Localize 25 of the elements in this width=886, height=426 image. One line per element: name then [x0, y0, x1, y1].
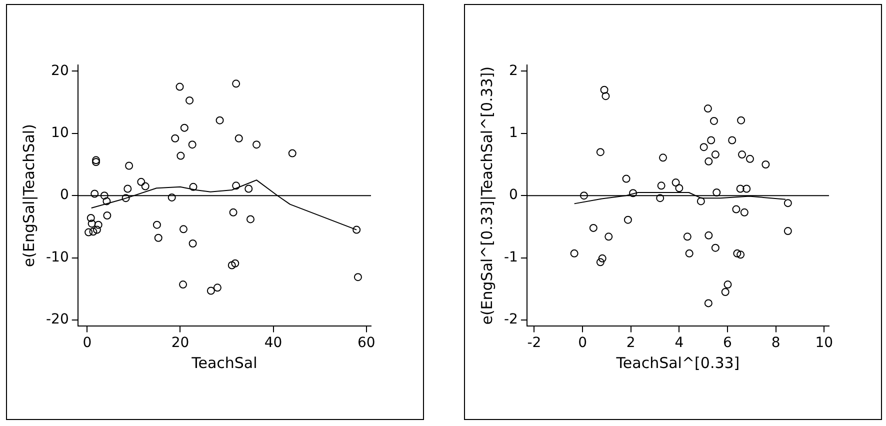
x-tick-label: 40 — [264, 335, 282, 352]
x-tick-label: 2 — [626, 335, 636, 352]
y-tick-label: -10 — [46, 249, 69, 266]
y-tick-label: -20 — [46, 312, 69, 328]
x-tick-label: 0 — [82, 335, 92, 352]
y-tick-label: 20 — [51, 62, 69, 79]
x-tick-label: 10 — [815, 335, 834, 352]
x-axis-title: TeachSal^[0.33] — [615, 354, 740, 372]
x-tick-label: 60 — [357, 335, 376, 352]
x-tick-label: 8 — [771, 335, 780, 352]
y-tick-label: -1 — [504, 249, 518, 266]
y-tick-label: 0 — [509, 187, 518, 204]
x-tick-label: 4 — [674, 335, 684, 352]
y-tick-label: 10 — [51, 125, 69, 142]
y-tick-label: 0 — [60, 187, 69, 204]
y-axis-title: e(EngSal^[0.33]|TeachSal^[0.33]) — [478, 66, 496, 325]
x-tick-label: 6 — [723, 335, 732, 352]
x-tick-label: -2 — [527, 335, 542, 352]
x-tick-label: 0 — [578, 335, 587, 352]
x-axis-title: TeachSal — [190, 354, 258, 372]
y-tick-label: -2 — [504, 312, 518, 328]
y-tick-label: 1 — [509, 125, 518, 142]
x-tick-label: 20 — [171, 335, 190, 352]
y-tick-label: 2 — [509, 62, 518, 79]
y-axis-title: e(EngSal|TeachSal) — [20, 124, 38, 268]
